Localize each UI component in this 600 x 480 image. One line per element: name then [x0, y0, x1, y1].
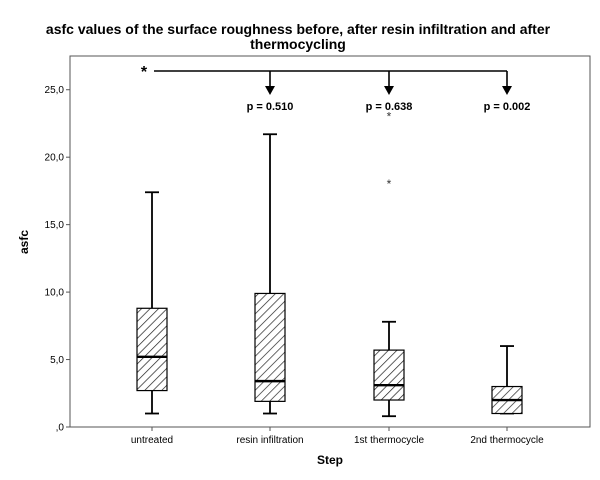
plot-frame [69, 55, 591, 428]
significance-annotation: * p = 0.510 p = 0.638 p = 0.002 [141, 64, 531, 113]
chart-title-line-2: thermocycling [250, 36, 346, 52]
box-3 [491, 345, 523, 415]
chart-title-line-1: asfc values of the surface roughness bef… [46, 21, 551, 37]
x-tick-label: 2nd thermocycle [470, 435, 544, 446]
y-axis-title: asfc [17, 230, 31, 254]
x-tick-label: 1st thermocycle [354, 435, 424, 446]
box-0 [136, 191, 168, 415]
y-axis: ,0 5,0 10,0 15,0 20,0 25,0 [45, 85, 70, 434]
y-tick-label: 25,0 [45, 85, 65, 96]
y-tick-label: ,0 [56, 423, 65, 434]
p-value-label: p = 0.510 [247, 101, 294, 113]
y-tick-label: 15,0 [45, 220, 65, 231]
significance-arrow-head [502, 86, 512, 95]
x-axis-title: Step [317, 453, 343, 467]
p-value-label: p = 0.638 [366, 101, 413, 113]
y-tick-label: 10,0 [45, 288, 65, 299]
box-iqr [136, 307, 168, 392]
significance-arrow-head [384, 86, 394, 95]
box-1 [254, 133, 286, 415]
p-value-label: p = 0.002 [484, 101, 531, 113]
significance-arrow-head [265, 86, 275, 95]
significance-star: * [141, 64, 148, 81]
y-tick-label: 20,0 [45, 153, 65, 164]
x-tick-label: resin infiltration [236, 435, 303, 446]
x-axis: untreated resin infiltration 1st thermocyc… [131, 427, 544, 446]
box-2: ** [373, 109, 405, 418]
outlier-marker: * [387, 177, 392, 191]
box-iqr [373, 349, 405, 401]
y-tick-label: 5,0 [50, 355, 64, 366]
x-tick-label: untreated [131, 435, 173, 446]
box-iqr [254, 292, 286, 402]
boxes-layer: ** [136, 109, 523, 418]
outlier-marker: * [387, 109, 392, 123]
